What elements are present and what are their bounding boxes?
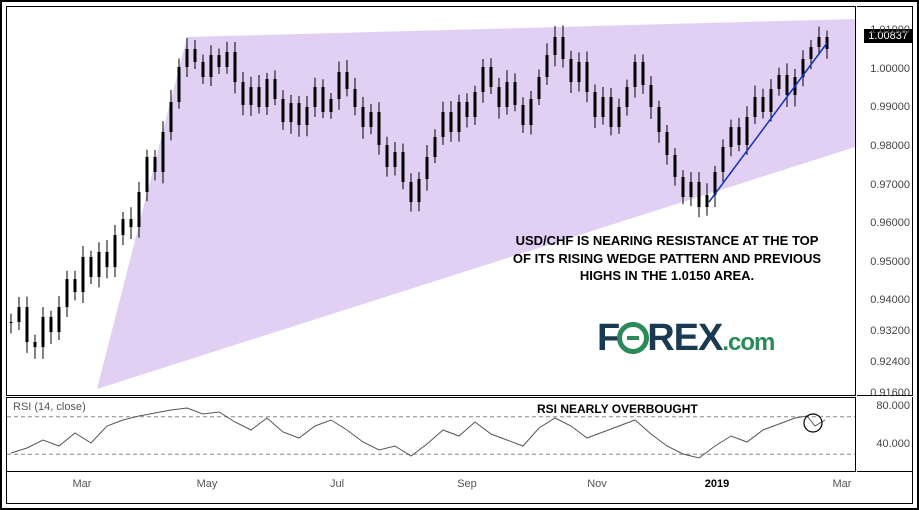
- rsi-line: [11, 408, 825, 458]
- rsi-panel: RSI (14, close) RSI NEARLY OVERBOUGHT: [6, 397, 856, 472]
- x-tick: May: [197, 478, 218, 490]
- rsi-y-tick: 80.000: [876, 400, 910, 412]
- y-tick: 1.00000: [870, 63, 910, 75]
- rsi-svg: [7, 398, 856, 472]
- x-tick: Jul: [330, 478, 344, 490]
- rsi-title: RSI (14, close): [13, 401, 86, 413]
- logo-rest: REX: [647, 317, 722, 359]
- logo-letter-f: F: [597, 317, 619, 359]
- x-tick: Mar: [833, 478, 852, 490]
- y-tick: 0.98000: [870, 140, 910, 152]
- y-tick: 0.94000: [870, 294, 910, 306]
- y-tick: 0.99000: [870, 101, 910, 113]
- time-x-axis: Mar May Jul Sep Nov 2019 Mar: [6, 472, 913, 504]
- logo-o-icon: [617, 322, 649, 354]
- y-tick: 0.95000: [870, 256, 910, 268]
- rsi-y-tick: 40.000: [876, 438, 910, 450]
- y-tick: 0.97000: [870, 179, 910, 191]
- forex-logo: F REX.com: [597, 317, 827, 372]
- x-tick: 2019: [705, 478, 729, 490]
- price-chart-panel: USD/CHF IS NEARING RESISTANCE AT THE TOP…: [6, 6, 856, 396]
- y-tick: 0.93200: [870, 325, 910, 337]
- logo-suffix: .com: [722, 329, 774, 356]
- x-tick: Mar: [73, 478, 92, 490]
- price-y-axis: 1.00837 0.916000.924000.932000.940000.95…: [857, 6, 913, 396]
- x-tick: Nov: [587, 478, 607, 490]
- y-tick: 0.92400: [870, 356, 910, 368]
- y-tick: 0.96000: [870, 217, 910, 229]
- price-annotation: USD/CHF IS NEARING RESISTANCE AT THE TOP…: [507, 232, 827, 285]
- chart-container: USD/CHF DAILY CHART USD/CHF IS NEARING R…: [2, 2, 917, 508]
- y-tick: 1.01000: [870, 24, 910, 36]
- rsi-annotation: RSI NEARLY OVERBOUGHT: [537, 401, 698, 417]
- x-tick: Sep: [457, 478, 477, 490]
- rsi-y-axis: 40.000 80.000: [857, 397, 913, 472]
